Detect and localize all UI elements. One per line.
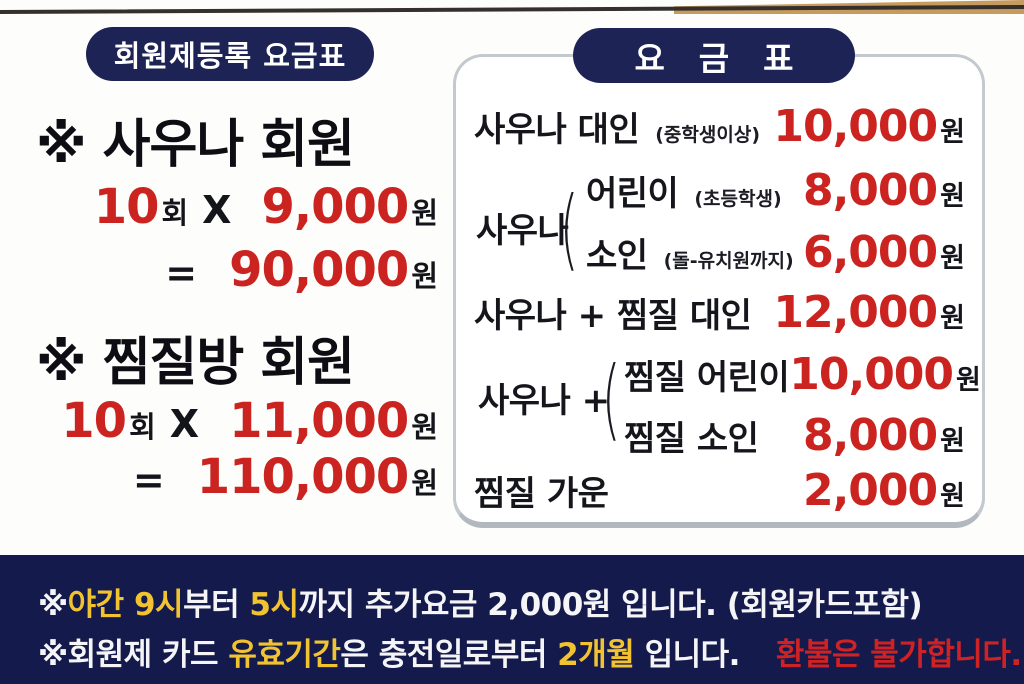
group-bracket: (: [601, 347, 621, 450]
total-price: 110,000: [196, 449, 410, 505]
notice-text: 부터: [183, 587, 250, 623]
highlight-validity: 유효기간: [228, 637, 341, 673]
count-value: 10: [93, 179, 160, 235]
price-table-title-badge: 요 금 표: [573, 28, 855, 83]
group-bracket: (: [559, 177, 579, 280]
jjimjilbang-member-total-line: = 110,000 원: [40, 449, 438, 505]
group-label-sauna: 사우나: [476, 211, 569, 251]
row-price: 2,000: [802, 465, 938, 516]
row-label: 어린이: [586, 174, 679, 214]
won-suffix: 원: [411, 259, 438, 293]
count-value: 10: [61, 393, 127, 449]
row-label: 찜질 가운: [474, 474, 609, 514]
row-label: 찜질 어린이: [624, 358, 790, 398]
notice-text: 까지 추가요금 2,000원 입니다. (회원카드포함): [298, 587, 923, 623]
sauna-member-calc-line: 10 회 X 9,000 원: [40, 179, 438, 235]
won-suffix: 원: [411, 410, 438, 444]
row-price: 10,000: [789, 349, 954, 400]
unit-price: 11,000: [229, 393, 409, 449]
highlight-two-months: 2개월: [557, 637, 635, 673]
won-suffix: 원: [411, 196, 438, 230]
row-price: 10,000: [773, 101, 938, 152]
total-price: 90,000: [229, 242, 409, 298]
won-suffix: 원: [940, 117, 965, 148]
count-unit: 회: [161, 196, 189, 230]
no-refund-warning: 환불은 불가합니다.: [775, 637, 1022, 673]
notice-bar: ※야간 9시부터 5시까지 추가요금 2,000원 입니다. (회원카드포함) …: [0, 555, 1024, 684]
price-row-gown: 찜질 가운 2,000 원: [474, 465, 965, 516]
price-row-jjimjil-child: 찜질 어린이 10,000 원: [624, 349, 981, 400]
row-price: 6,000: [802, 227, 938, 278]
price-row-jjimjil-toddler: 찜질 소인 8,000 원: [624, 410, 965, 461]
multiply-sign: X: [202, 188, 232, 232]
equals-sign: =: [165, 251, 198, 295]
equals-sign: =: [132, 458, 165, 502]
won-suffix: 원: [956, 365, 981, 396]
sauna-member-heading: ※ 사우나 회원: [36, 115, 355, 175]
row-note: (돌-유치원까지): [663, 250, 794, 272]
row-price: 8,000: [802, 165, 938, 216]
unit-price: 9,000: [261, 179, 409, 235]
row-label: 찜질 소인: [624, 419, 759, 459]
won-suffix: 원: [411, 466, 438, 500]
won-suffix: 원: [940, 181, 965, 212]
night-surcharge-notice: ※야간 9시부터 5시까지 추가요금 2,000원 입니다. (회원카드포함): [38, 579, 923, 624]
notice-text: ※회원제 카드: [38, 637, 229, 673]
reference-mark: ※: [38, 587, 68, 623]
won-suffix: 원: [940, 303, 965, 334]
row-label: 사우나 대인: [474, 110, 640, 150]
price-row-sauna-toddler: 소인 (돌-유치원까지) 6,000 원: [586, 227, 965, 278]
highlight-night-time: 야간 9시: [67, 587, 184, 623]
count-unit: 회: [129, 410, 156, 444]
highlight-end-time: 5시: [249, 587, 299, 623]
sauna-member-total-line: = 90,000 원: [40, 242, 438, 298]
notice-text: 입니다.: [634, 637, 741, 673]
jjimjilbang-member-heading: ※ 찜질방 회원: [36, 333, 355, 393]
validity-notice: ※회원제 카드 유효기간은 충전일로부터 2개월 입니다. 환불은 불가합니다.: [38, 629, 1022, 674]
row-price: 12,000: [773, 287, 938, 338]
notice-text: 은 충전일로부터: [340, 637, 558, 673]
row-label: 소인: [586, 236, 648, 276]
price-row-sauna-jjimjil-adult: 사우나 + 찜질 대인 12,000 원: [474, 287, 965, 338]
won-suffix: 원: [940, 243, 965, 274]
membership-title-badge: 회원제등록 요금표: [86, 27, 374, 81]
price-row-sauna-child: 어린이 (초등학생) 8,000 원: [586, 165, 965, 216]
price-row-sauna-adult: 사우나 대인 (중학생이상) 10,000 원: [474, 101, 965, 152]
group-label-sauna-plus: 사우나 +: [478, 381, 610, 421]
jjimjilbang-member-calc-line: 10 회 X 11,000 원: [40, 393, 438, 449]
row-price: 8,000: [802, 410, 938, 461]
row-note: (중학생이상): [655, 124, 761, 146]
won-suffix: 원: [940, 426, 965, 457]
multiply-sign: X: [169, 402, 200, 446]
row-label: 사우나 + 찜질 대인: [474, 296, 752, 336]
price-table-box: 사우나 대인 (중학생이상) 10,000 원 사우나 ( 어린이 (초등학생)…: [453, 54, 985, 528]
won-suffix: 원: [940, 481, 965, 512]
row-note: (초등학생): [694, 188, 782, 210]
